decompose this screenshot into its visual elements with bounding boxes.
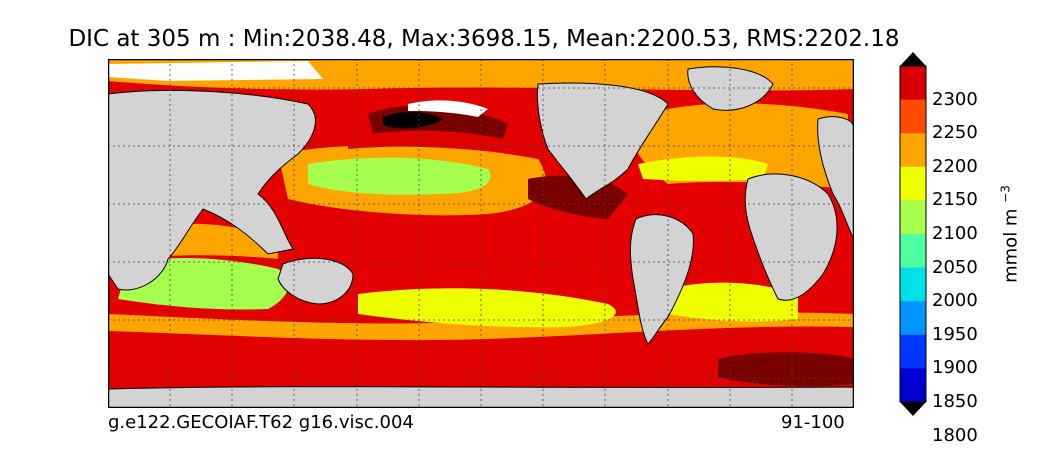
ice-masks <box>108 61 488 117</box>
colorbar-band <box>900 301 926 336</box>
colorbar-tick-label: 2200 <box>932 155 978 177</box>
land-masses <box>108 66 854 408</box>
contour-north-pacific-max <box>383 111 443 129</box>
land-south-america <box>629 214 694 345</box>
colorbar-units-label: mmol m −3 <box>999 185 1022 283</box>
dic-map <box>108 59 854 408</box>
contour-south-atlantic-2150 <box>668 282 798 322</box>
colorbar-tick-label: 2300 <box>932 88 978 110</box>
colorbar-extend-max <box>900 52 926 66</box>
colorbar-band <box>900 267 926 302</box>
colorbar-tick-label: 2250 <box>932 122 978 144</box>
land-eurasia-africa <box>108 89 316 291</box>
colorbar-tick-label: 1850 <box>932 391 978 412</box>
colorbar-band <box>900 368 926 403</box>
contour-north-atlantic-2150 <box>638 156 768 181</box>
colorbar-tick-label: 2100 <box>932 223 978 244</box>
grid-lines <box>108 59 854 408</box>
land-africa <box>744 173 838 301</box>
colorbar-extend-min <box>900 402 926 416</box>
years-label: 91-100 <box>781 412 845 433</box>
contour-south-pacific-2150 <box>358 288 616 328</box>
colorbar-tick-label: 2050 <box>932 256 978 278</box>
colorbar-tick-label: 1800 <box>932 424 978 446</box>
contour-southern-2200 <box>108 312 854 341</box>
case-name-label: g.e122.GECOIAF.T62 g16.visc.004 <box>108 412 414 433</box>
colorbar-ticks: 1800 1850 1900 1950 2000 2050 2100 2150 2200 2250… <box>932 52 992 444</box>
land-europe-east <box>817 116 854 240</box>
colorbar-band <box>900 166 926 201</box>
contour-southern-2300 <box>718 352 854 387</box>
chart-title: DIC at 305 m : Min:2038.48, Max:3698.15,… <box>68 26 900 52</box>
colorbar-tick-label: 2150 <box>932 189 978 211</box>
colorbar-band <box>900 133 926 168</box>
map-frame <box>108 59 854 408</box>
colorbar-band <box>900 234 926 269</box>
ice-arctic <box>108 61 323 81</box>
colorbar-band <box>900 334 926 369</box>
colorbar-band <box>900 99 926 134</box>
colorbar-tick-label: 1900 <box>932 357 978 379</box>
land-antarctica <box>108 386 854 408</box>
colorbar-band <box>900 200 926 235</box>
contour-north-pacific-2100 <box>308 157 491 195</box>
land-north-america <box>537 82 669 200</box>
units-base: mmol m <box>1000 208 1022 283</box>
units-exponent: −3 <box>998 185 1013 203</box>
colorbar-outline <box>899 65 927 403</box>
land-australia <box>277 257 354 305</box>
colorbar-tick-label: 1950 <box>932 323 978 345</box>
colorbar-tick-label: 2000 <box>932 290 978 312</box>
colorbar-band <box>900 66 926 101</box>
colorbar <box>899 52 927 416</box>
ice-bering <box>408 100 488 117</box>
land-greenland <box>687 66 774 111</box>
